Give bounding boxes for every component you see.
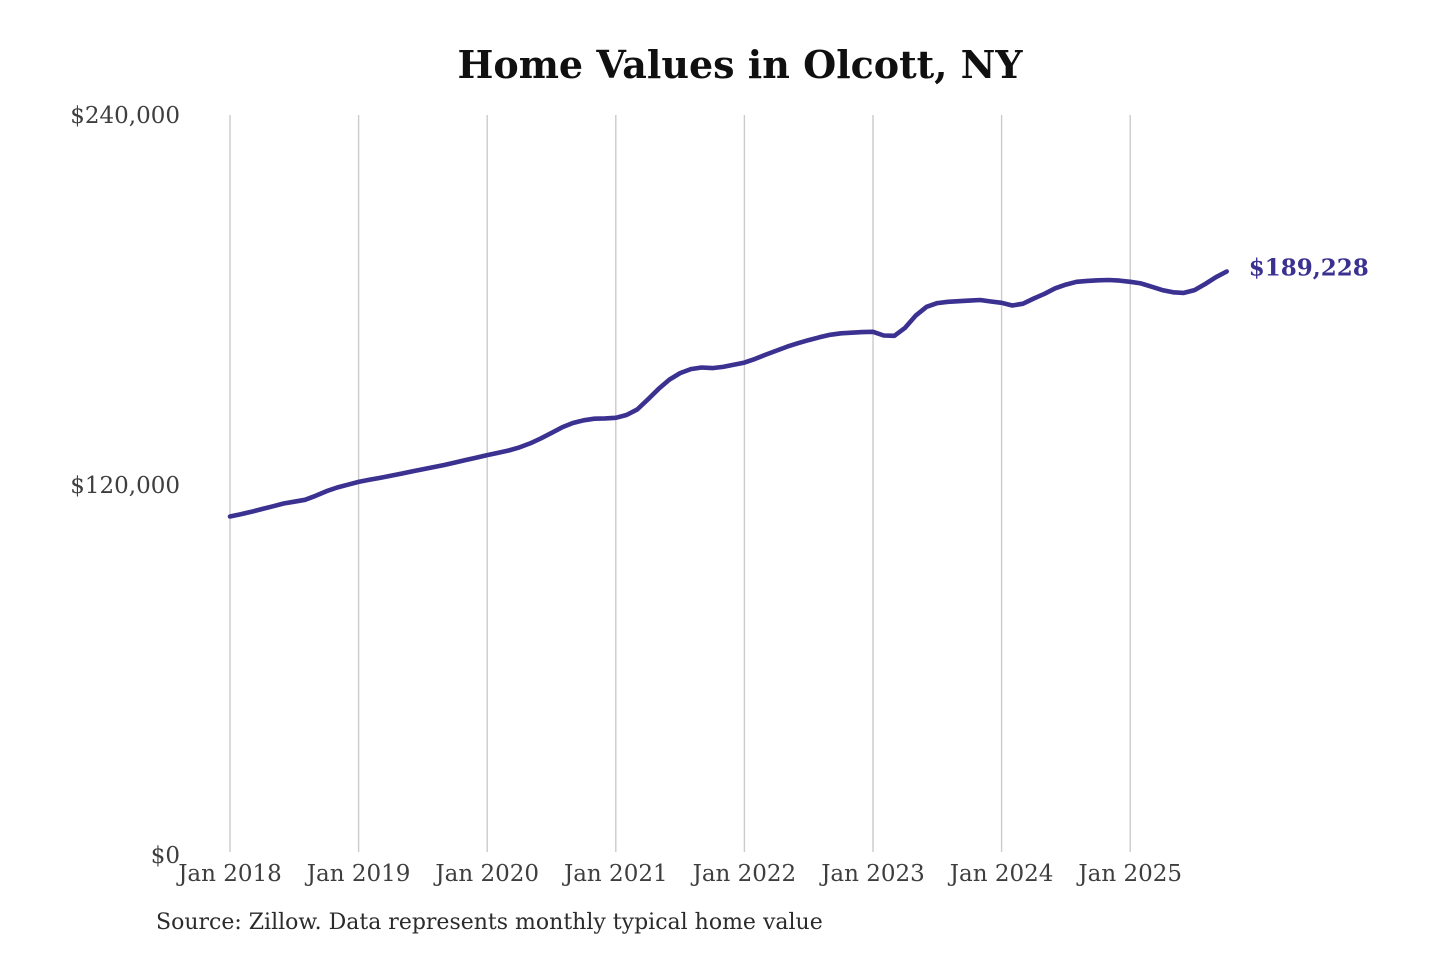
x-tick-label: Jan 2024	[948, 861, 1054, 887]
y-tick-label: $120,000	[70, 473, 180, 499]
source-note: Source: Zillow. Data represents monthly …	[156, 910, 823, 935]
y-tick-label: $0	[151, 843, 180, 869]
x-tick-label: Jan 2018	[176, 861, 282, 887]
x-tick-label: Jan 2025	[1076, 861, 1182, 887]
x-tick-label: Jan 2020	[433, 861, 539, 887]
x-tick-label: Jan 2023	[819, 861, 925, 887]
x-tick-label: Jan 2022	[691, 861, 797, 887]
home-value-line	[227, 269, 1229, 519]
y-tick-label: $240,000	[70, 103, 180, 129]
x-tick-label: Jan 2021	[562, 861, 668, 887]
x-tick-label: Jan 2019	[305, 861, 411, 887]
latest-value-label: $189,228	[1249, 255, 1369, 282]
chart-title: Home Values in Olcott, NY	[457, 42, 1023, 87]
